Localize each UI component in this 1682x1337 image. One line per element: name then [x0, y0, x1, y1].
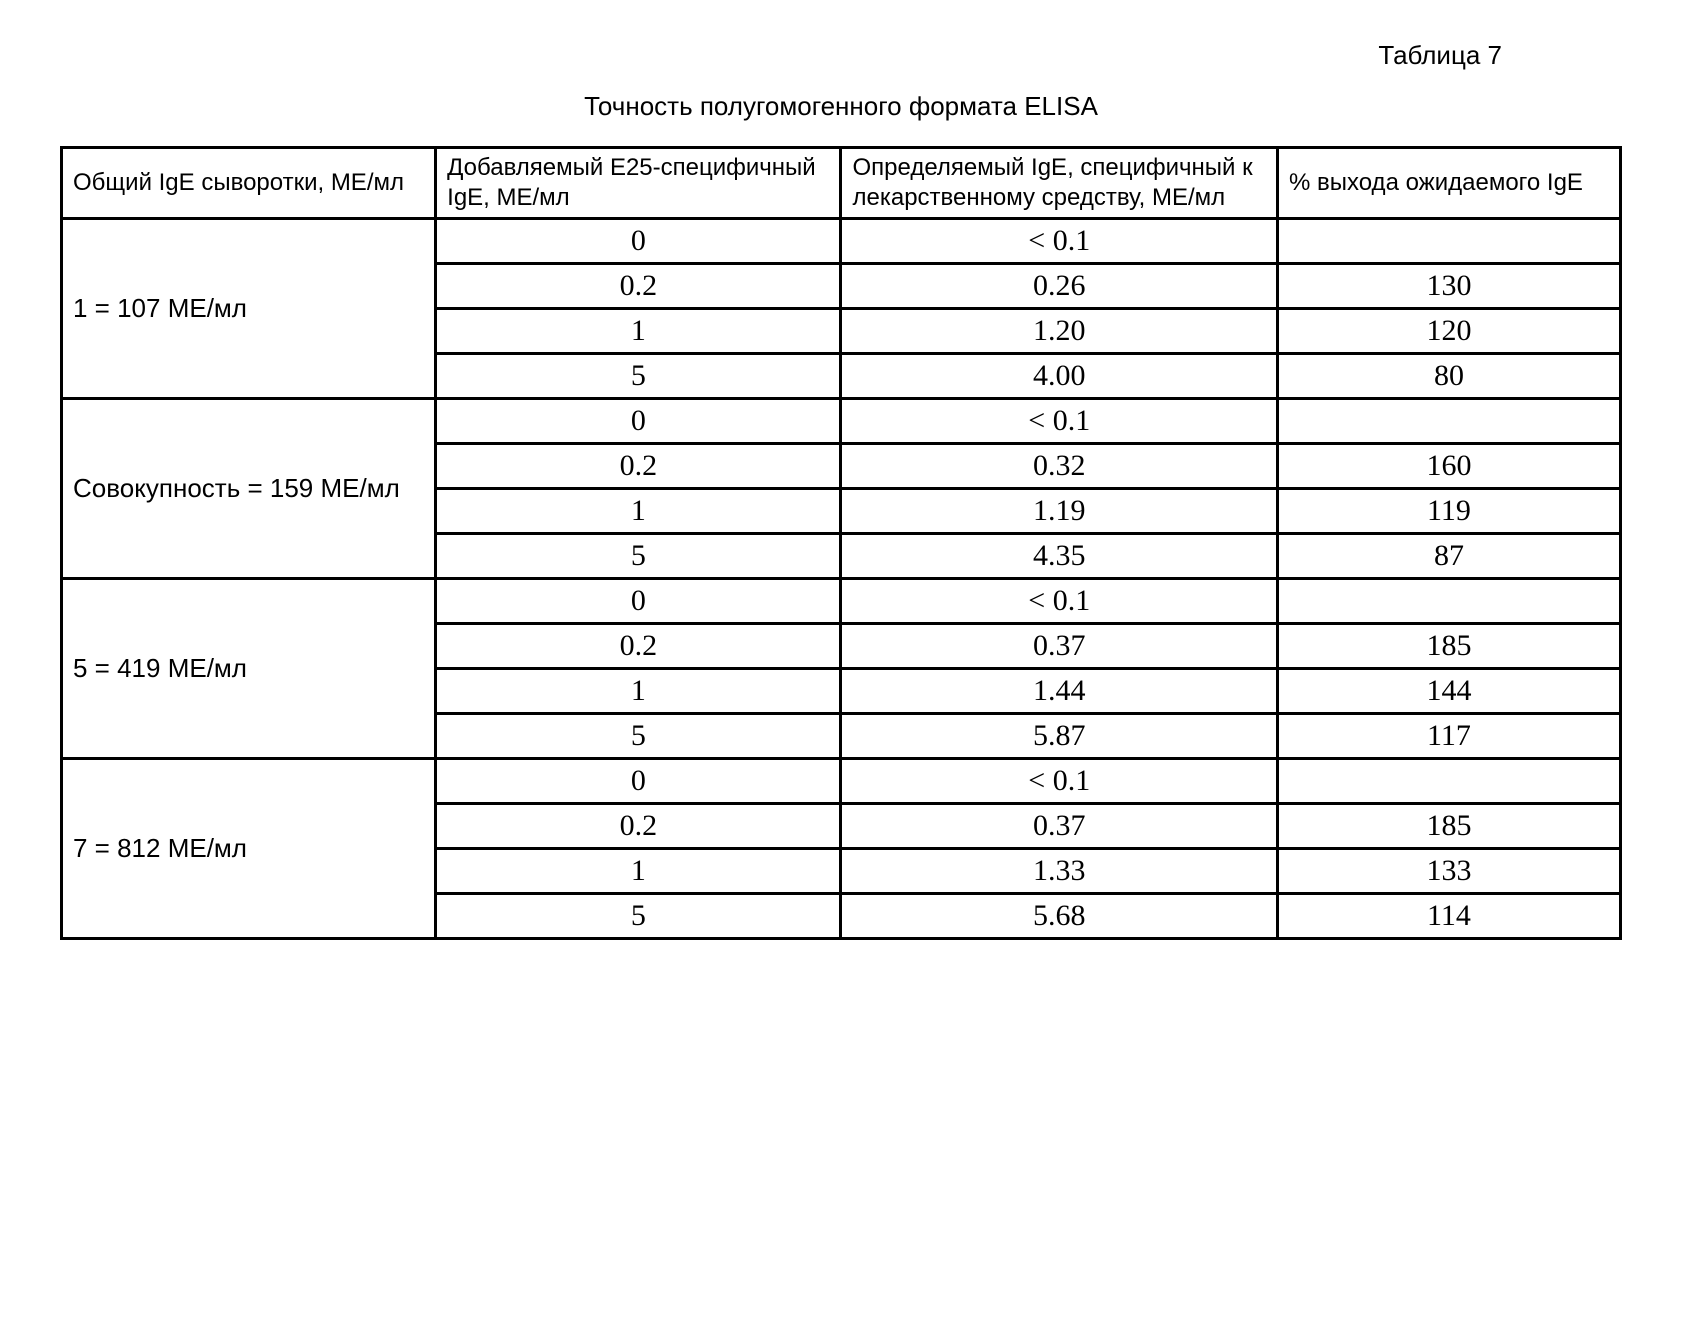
cell-pct	[1278, 219, 1621, 264]
table-row: 7 = 812 МЕ/мл 0 < 0.1	[62, 759, 1621, 804]
cell-detected: 0.37	[841, 624, 1278, 669]
cell-pct: 119	[1278, 489, 1621, 534]
col-header-3: % выхода ожидаемого IgE	[1278, 148, 1621, 219]
cell-detected: 0.37	[841, 804, 1278, 849]
cell-pct: 144	[1278, 669, 1621, 714]
cell-pct: 114	[1278, 894, 1621, 939]
group-label: Совокупность = 159 МЕ/мл	[62, 399, 436, 579]
cell-added: 5	[436, 354, 841, 399]
cell-detected: 1.20	[841, 309, 1278, 354]
cell-detected: < 0.1	[841, 759, 1278, 804]
group-label: 1 = 107 МЕ/мл	[62, 219, 436, 399]
header-row: Общий IgE сыворотки, МЕ/мл Добавляемый Е…	[62, 148, 1621, 219]
cell-added: 5	[436, 714, 841, 759]
cell-added: 0	[436, 759, 841, 804]
cell-detected: 1.44	[841, 669, 1278, 714]
cell-pct	[1278, 579, 1621, 624]
cell-added: 0.2	[436, 624, 841, 669]
cell-detected: < 0.1	[841, 219, 1278, 264]
col-header-0: Общий IgE сыворотки, МЕ/мл	[62, 148, 436, 219]
cell-detected: 5.87	[841, 714, 1278, 759]
cell-pct: 185	[1278, 624, 1621, 669]
cell-pct	[1278, 399, 1621, 444]
cell-pct: 87	[1278, 534, 1621, 579]
cell-pct: 133	[1278, 849, 1621, 894]
cell-pct: 120	[1278, 309, 1621, 354]
cell-detected: 0.26	[841, 264, 1278, 309]
cell-added: 1	[436, 309, 841, 354]
cell-added: 1	[436, 489, 841, 534]
table-row: 5 = 419 МЕ/мл 0 < 0.1	[62, 579, 1621, 624]
cell-added: 1	[436, 669, 841, 714]
cell-pct: 117	[1278, 714, 1621, 759]
cell-added: 5	[436, 894, 841, 939]
cell-pct: 130	[1278, 264, 1621, 309]
table-row: 1 = 107 МЕ/мл 0 < 0.1	[62, 219, 1621, 264]
cell-added: 0.2	[436, 444, 841, 489]
cell-added: 0	[436, 219, 841, 264]
col-header-2: Определяемый IgE, специфичный к лекарств…	[841, 148, 1278, 219]
cell-pct: 80	[1278, 354, 1621, 399]
table-row: Совокупность = 159 МЕ/мл 0 < 0.1	[62, 399, 1621, 444]
cell-pct: 160	[1278, 444, 1621, 489]
cell-added: 0.2	[436, 264, 841, 309]
cell-detected: 1.33	[841, 849, 1278, 894]
col-header-1: Добавляемый Е25-специфичный IgE, МЕ/мл	[436, 148, 841, 219]
cell-pct	[1278, 759, 1621, 804]
cell-detected: 4.00	[841, 354, 1278, 399]
cell-detected: 4.35	[841, 534, 1278, 579]
data-table: Общий IgE сыворотки, МЕ/мл Добавляемый Е…	[60, 146, 1622, 940]
table-title: Точность полугомогенного формата ELISA	[60, 91, 1622, 122]
cell-added: 5	[436, 534, 841, 579]
cell-detected: 0.32	[841, 444, 1278, 489]
group-label: 5 = 419 МЕ/мл	[62, 579, 436, 759]
cell-added: 0	[436, 399, 841, 444]
table-label: Таблица 7	[60, 40, 1622, 71]
cell-added: 0.2	[436, 804, 841, 849]
cell-added: 0	[436, 579, 841, 624]
group-label: 7 = 812 МЕ/мл	[62, 759, 436, 939]
cell-detected: 1.19	[841, 489, 1278, 534]
cell-detected: 5.68	[841, 894, 1278, 939]
cell-detected: < 0.1	[841, 399, 1278, 444]
cell-added: 1	[436, 849, 841, 894]
cell-pct: 185	[1278, 804, 1621, 849]
cell-detected: < 0.1	[841, 579, 1278, 624]
